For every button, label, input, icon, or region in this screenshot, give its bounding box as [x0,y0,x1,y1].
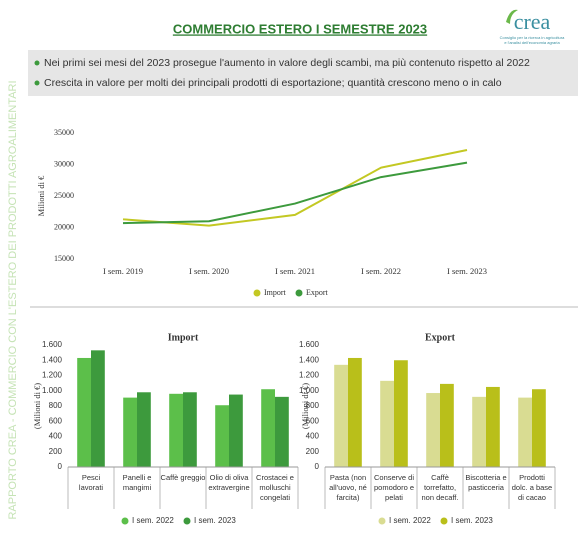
chart-title: Import [168,332,199,343]
y-axis-label: (Milioni di €) [300,383,310,429]
bar [440,383,454,467]
logo-leaf [506,9,518,24]
x-tick-label: Caffè torrefatto, non decaff. [422,473,459,502]
y-tick-label: 0 [58,462,63,471]
x-tick-label: I sem. 2020 [189,266,229,276]
line-series [122,149,468,227]
bullet-dot [34,80,40,86]
legend-marker [121,517,129,525]
y-tick-label: 800 [49,401,63,410]
x-tick-label: Prodotti dolc. a base di cacao [512,473,552,502]
legend-marker [253,289,261,297]
y-tick-label: 600 [306,416,320,425]
x-tick-label: Crostacei e molluschi congelati [256,473,294,502]
y-tick-label: 1.600 [299,340,320,349]
bullet-box [28,50,578,96]
x-tick-label: Pesci lavorati [79,473,104,492]
logo-subtitle: Consiglio per la ricerca in agricoltura [500,35,565,40]
legend-marker [295,289,303,297]
bar [261,389,275,467]
y-tick-label: 1.200 [42,371,63,380]
y-axis-label: Milioni di € [36,175,46,216]
legend-label: I sem. 2022 [389,516,431,525]
legend-label: Export [306,288,329,297]
bar [123,397,137,467]
bar [394,360,408,467]
bar [472,396,486,467]
y-tick-label: 15000 [54,254,74,263]
bar [91,350,105,467]
bar [229,394,243,467]
x-tick-label: I sem. 2022 [361,266,401,276]
y-tick-label: 25000 [54,191,74,200]
y-tick-label: 30000 [54,159,74,168]
legend-label: I sem. 2023 [451,516,493,525]
bar [532,389,546,467]
y-tick-label: 0 [315,462,320,471]
y-tick-label: 1.400 [42,355,63,364]
x-tick-label: I sem. 2019 [103,266,143,276]
bullet-text: Nei primi sei mesi del 2023 prosegue l'a… [44,57,530,69]
x-tick-label: Conserve di pomodoro e pelati [374,473,414,502]
x-tick-label: Biscotteria e pasticceria [465,473,506,492]
legend-marker [440,517,448,525]
bar [183,392,197,467]
y-tick-label: 1.200 [299,371,320,380]
y-tick-label: 1.000 [42,386,63,395]
bar [77,357,91,467]
chart-title: Export [425,332,456,343]
y-tick-label: 1.400 [299,355,320,364]
bar [348,357,362,467]
y-tick-label: 800 [306,401,320,410]
legend-marker [183,517,191,525]
bar [518,397,532,467]
bar [275,396,289,467]
x-tick-label: Caffè greggio [161,473,206,482]
y-tick-label: 20000 [54,222,74,231]
y-tick-label: 1.000 [299,386,320,395]
line-series [122,161,468,225]
legend-marker [378,517,386,525]
side-text: RAPPORTO CREA - COMMERCIO CON L'ESTERO D… [7,80,19,519]
y-tick-label: 400 [306,432,320,441]
legend-label: I sem. 2023 [194,516,236,525]
x-tick-label: Olio di oliva extravergine [208,473,249,492]
bar [137,392,151,467]
bar [486,386,500,467]
y-tick-label: 35000 [54,128,74,137]
x-tick-label: I sem. 2023 [447,266,487,276]
x-tick-label: I sem. 2021 [275,266,315,276]
bar [215,405,229,467]
y-tick-label: 200 [49,447,63,456]
x-tick-label: Panelli e mangimi [123,473,152,492]
y-tick-label: 600 [49,416,63,425]
legend-label: Import [264,288,287,297]
y-axis-label: (Milioni di €) [32,383,42,429]
bullet-dot [34,60,40,66]
y-tick-label: 1.600 [42,340,63,349]
bar [380,380,394,467]
bullet-text: Crescita in valore per molti dei princip… [44,77,502,89]
bar [426,393,440,467]
y-tick-label: 400 [49,432,63,441]
legend-label: I sem. 2022 [132,516,174,525]
bar [169,393,183,467]
page-title: COMMERCIO ESTERO I SEMESTRE 2023 [173,21,427,36]
logo-subtitle: e l'analisi dell'economia agraria [504,40,560,45]
logo: crea [514,9,551,34]
bar [334,364,348,467]
x-tick-label: Pasta (non all'uovo, né farcita) [329,473,367,502]
y-tick-label: 200 [306,447,320,456]
